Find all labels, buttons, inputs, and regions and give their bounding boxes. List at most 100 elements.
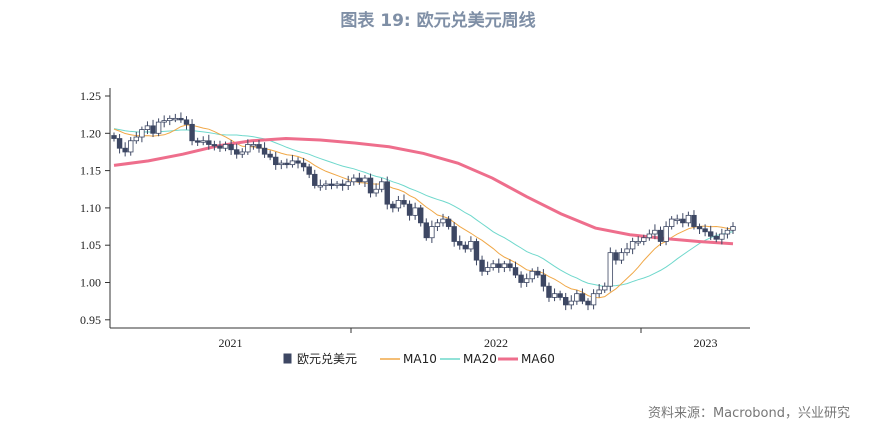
candle xyxy=(418,207,424,224)
x-tick-label: 2021 xyxy=(219,336,243,350)
candle xyxy=(306,166,312,175)
candle xyxy=(362,177,368,183)
candle xyxy=(367,177,374,194)
candle xyxy=(546,285,552,298)
legend-label: MA20 xyxy=(463,352,497,366)
candle xyxy=(618,252,625,261)
candle xyxy=(172,117,179,121)
candle xyxy=(440,218,446,224)
candle xyxy=(155,121,162,134)
candle xyxy=(629,241,636,250)
x-tick-label: 2023 xyxy=(693,336,717,350)
candle xyxy=(295,160,301,164)
candle xyxy=(289,160,296,166)
candle xyxy=(133,136,140,142)
candle xyxy=(250,144,257,147)
candle xyxy=(228,144,234,151)
candle xyxy=(122,147,128,153)
candle xyxy=(194,140,201,143)
candle xyxy=(434,222,441,227)
candle xyxy=(557,293,563,298)
chart-title: 图表 19: 欧元兑美元周线 xyxy=(340,11,536,31)
candle xyxy=(406,203,413,216)
candle xyxy=(613,252,619,261)
candle xyxy=(668,218,675,227)
candle xyxy=(563,297,569,306)
candle xyxy=(356,177,363,183)
candle xyxy=(183,119,190,125)
candle xyxy=(429,226,435,239)
candle xyxy=(512,267,519,276)
candle xyxy=(484,267,491,272)
candle xyxy=(457,241,463,246)
candle xyxy=(339,183,346,186)
candle xyxy=(596,289,602,295)
ma10-line xyxy=(113,124,734,299)
candle xyxy=(200,140,206,143)
candle xyxy=(451,226,457,242)
candle xyxy=(239,151,245,155)
candle xyxy=(490,263,496,268)
candle xyxy=(222,144,229,149)
candle xyxy=(323,183,329,186)
candle xyxy=(178,117,184,121)
candle xyxy=(206,140,212,145)
candle xyxy=(217,145,223,149)
candle xyxy=(523,278,530,283)
candle xyxy=(602,285,608,291)
candle xyxy=(713,235,719,240)
candle xyxy=(312,173,318,186)
candle xyxy=(646,233,653,239)
candle xyxy=(663,226,669,242)
y-tick-label: 1.05 xyxy=(80,238,101,252)
candle xyxy=(462,244,469,250)
candle xyxy=(128,140,134,153)
candle xyxy=(378,181,385,190)
y-tick-label: 1.25 xyxy=(80,89,101,103)
candle xyxy=(233,149,240,155)
candle xyxy=(116,138,123,149)
candle xyxy=(590,293,597,306)
candle xyxy=(479,259,485,272)
candle xyxy=(189,123,195,142)
candle xyxy=(702,228,708,233)
candle xyxy=(652,229,658,235)
legend-label: MA60 xyxy=(521,352,555,366)
candle xyxy=(696,226,703,230)
candle xyxy=(161,120,167,123)
y-tick-label: 1.20 xyxy=(80,126,101,140)
candle xyxy=(719,233,725,240)
candle xyxy=(501,263,508,268)
candle xyxy=(300,162,307,168)
y-tick-label: 0.95 xyxy=(80,313,101,327)
candle xyxy=(529,270,535,280)
candle xyxy=(144,125,151,130)
candle xyxy=(674,218,680,221)
candle xyxy=(657,229,664,242)
candle xyxy=(211,144,218,147)
ma20-line xyxy=(113,128,734,288)
candle xyxy=(328,183,335,186)
x-tick-label: 2022 xyxy=(484,336,508,350)
candle xyxy=(585,300,591,306)
candle xyxy=(256,144,262,149)
candle xyxy=(139,129,145,138)
candle xyxy=(390,203,396,209)
candle xyxy=(150,125,156,134)
candle xyxy=(724,229,731,235)
candle xyxy=(412,207,418,216)
candle xyxy=(384,181,390,205)
candle xyxy=(267,153,273,158)
candle xyxy=(579,293,586,302)
candle xyxy=(345,181,351,186)
candle xyxy=(334,183,340,186)
y-tick-label: 1.15 xyxy=(80,164,101,178)
candle xyxy=(685,214,692,224)
candle xyxy=(167,117,173,122)
candle xyxy=(641,237,647,242)
candle xyxy=(680,218,686,224)
candle xyxy=(607,252,614,287)
candle xyxy=(273,156,279,166)
candle xyxy=(351,177,357,183)
